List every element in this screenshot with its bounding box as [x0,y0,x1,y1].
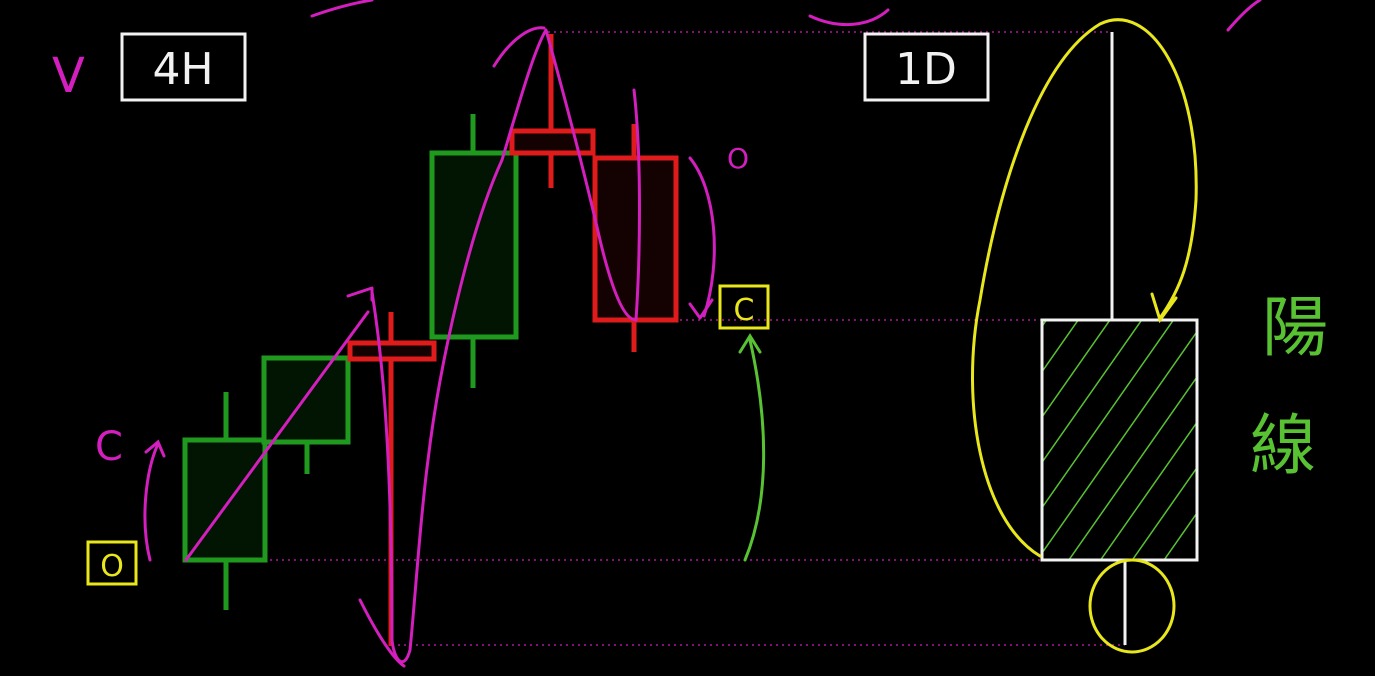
bullish-kanji-1: 陽 [1262,289,1328,366]
candle-4h-4 [429,114,519,388]
reference-lines [186,31,1125,646]
timeframe-1d-text: 1D [895,44,957,95]
candle-4h-6 [592,124,679,352]
v-mark: V [52,48,85,104]
arrow-up-icon [143,439,166,562]
timeframe-4h-text: 4H [152,44,213,95]
bullish-kanji-2: 線 [1250,407,1316,484]
timeframe-1d-label: 1D [863,32,990,102]
close-mark-left: C [95,424,123,470]
open-mark-text: O [100,549,124,584]
candle-4h-2 [261,355,351,474]
candle-4h-1 [182,392,268,610]
price-path-drawing [184,0,1262,668]
candle-4h-5 [509,34,596,188]
open-mark-top: O [727,142,749,175]
timeframe-4h-label: 4H [120,32,247,102]
candle-1d [1040,32,1199,645]
open-marker-left: O [86,540,138,586]
upper-wick-loop [971,18,1198,558]
arrow-up-icon [738,333,766,562]
lower-wick-loop [1088,558,1176,654]
close-mark-text: C [734,293,755,328]
candles-4h [182,34,679,646]
close-marker-right: C [718,284,770,330]
